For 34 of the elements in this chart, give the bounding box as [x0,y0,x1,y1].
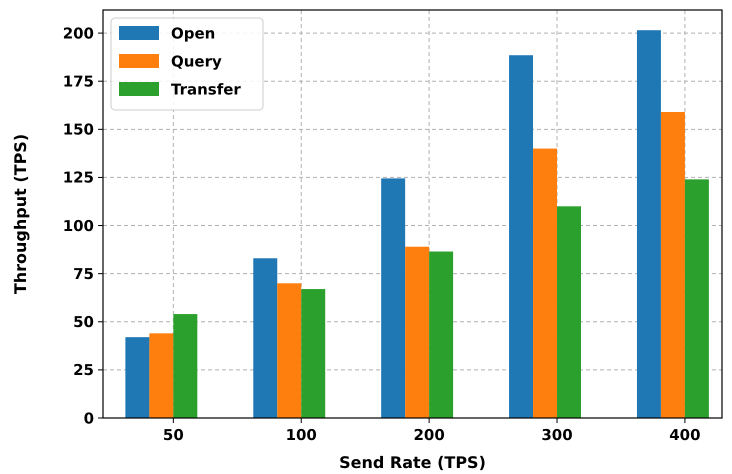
bar [149,333,174,418]
legend-label: Transfer [171,80,242,98]
y-tick-label: 175 [62,72,94,90]
bar [253,258,278,418]
legend-label: Query [171,52,222,70]
x-tick-label: 50 [162,426,184,444]
y-tick-label: 100 [62,216,94,235]
bar [509,55,534,418]
x-tick-label: 400 [669,426,701,444]
x-tick-label: 100 [286,426,317,444]
bar [557,206,581,418]
x-tick-label: 300 [541,426,573,444]
bar [405,246,430,418]
bar [173,314,198,418]
bar [660,112,685,418]
y-tick-label: 50 [73,313,94,332]
bar [277,283,302,418]
y-tick-label: 75 [73,264,94,283]
bar [684,179,709,418]
y-tick-label: 0 [84,409,94,428]
bar [381,178,406,418]
legend-label: Open [171,24,216,42]
y-axis-title: Throughput (TPS) [11,134,30,294]
bar [429,252,454,418]
bar [125,337,150,418]
bar [636,30,661,418]
y-tick-label: 200 [62,24,94,42]
bar [533,148,558,418]
x-tick-label: 200 [413,426,445,444]
y-tick-label: 150 [62,120,94,139]
y-tick-label: 125 [62,168,94,187]
y-tick-label: 25 [73,361,94,380]
x-axis-title: Send Rate (TPS) [339,453,486,472]
bar [301,289,326,418]
